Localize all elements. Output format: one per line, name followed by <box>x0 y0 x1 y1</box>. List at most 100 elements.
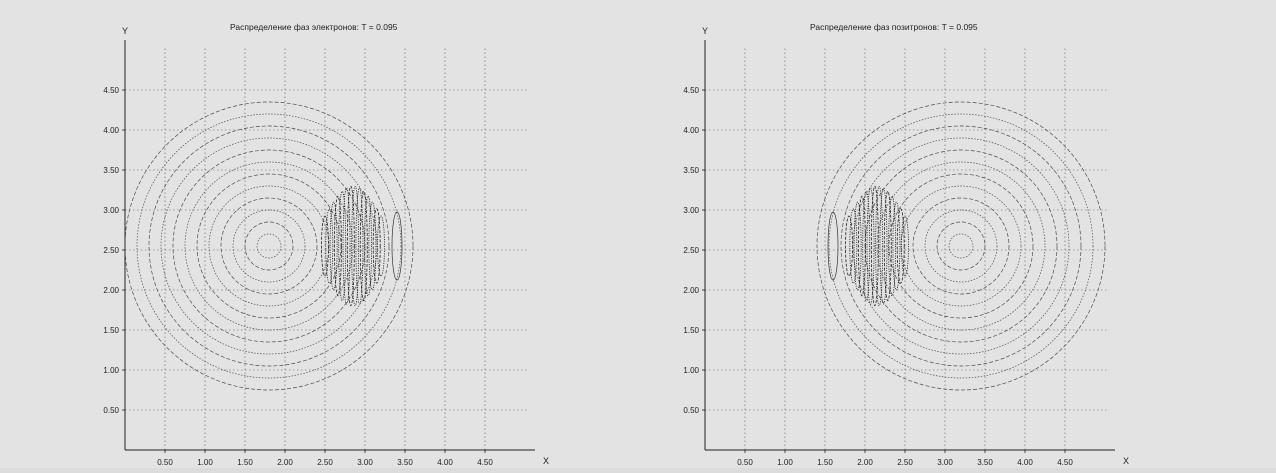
contour-band-line <box>858 195 866 297</box>
x-tick-label: 3.00 <box>357 458 373 467</box>
contour-band-line <box>334 195 342 297</box>
contour-ring <box>936 221 986 271</box>
contour-band-line <box>342 187 351 305</box>
contour-band-line <box>862 190 871 302</box>
contour-band-line <box>845 215 853 277</box>
contour-band-line <box>875 185 884 307</box>
x-tick-label: 4.50 <box>477 458 493 467</box>
x-tick-label: 4.00 <box>437 458 453 467</box>
x-tick-label: 4.50 <box>1057 458 1073 467</box>
y-tick-label: 4.00 <box>683 126 699 135</box>
contour-band-line <box>368 201 377 291</box>
y-tick-label: 3.50 <box>683 166 699 175</box>
x-axis-label: X <box>543 456 549 466</box>
contour-side-lobe <box>827 211 839 281</box>
x-tick-label: 2.00 <box>857 458 873 467</box>
y-tick-label: 3.50 <box>103 166 119 175</box>
contour-band-line <box>329 201 338 291</box>
contour-band-line <box>321 215 329 277</box>
contour-ring <box>912 197 1010 295</box>
contour-ring <box>172 149 366 343</box>
contour-ring <box>948 233 974 259</box>
contour-band-line <box>888 195 896 297</box>
y-tick-label: 2.50 <box>683 246 699 255</box>
contour-ring <box>864 149 1058 343</box>
x-tick-label: 1.00 <box>197 458 213 467</box>
contour-band-line <box>338 190 347 302</box>
y-tick-label: 1.50 <box>683 326 699 335</box>
contour-ring <box>244 221 294 271</box>
contour-band-line <box>355 187 364 305</box>
contour-ring <box>136 113 402 379</box>
contour-band-line <box>351 185 360 307</box>
x-tick-label: 2.50 <box>897 458 913 467</box>
x-axis-label: X <box>1123 456 1129 466</box>
x-tick-label: 1.50 <box>237 458 253 467</box>
y-tick-label: 3.00 <box>103 206 119 215</box>
x-tick-label: 0.50 <box>737 458 753 467</box>
chart-title: Распределение фаз позитронов: T = 0.095 <box>810 22 978 32</box>
y-tick-label: 1.00 <box>103 366 119 375</box>
contour-ring <box>256 233 282 259</box>
y-tick-label: 0.50 <box>103 406 119 415</box>
y-axis-label: Y <box>122 26 128 36</box>
contour-group <box>124 101 414 391</box>
contour-ring <box>208 185 330 307</box>
contour-ring <box>924 209 998 283</box>
chart-title: Распределение фаз электронов: T = 0.095 <box>230 22 398 32</box>
contour-band-line <box>870 185 879 307</box>
contour-band-line <box>901 215 909 277</box>
chart-electrons: Распределение фаз электронов: T = 0.095 X… <box>103 22 549 467</box>
x-tick-label: 3.50 <box>977 458 993 467</box>
contour-band-line <box>849 208 858 284</box>
contour-ring <box>840 125 1082 367</box>
contour-band-line <box>883 190 892 302</box>
contour-ring <box>124 101 414 391</box>
contour-band-line <box>359 190 368 302</box>
contour-ring <box>852 137 1070 355</box>
x-tick-label: 1.50 <box>817 458 833 467</box>
contour-group <box>816 101 1106 391</box>
contour-band-line <box>377 215 385 277</box>
x-tick-label: 4.00 <box>1017 458 1033 467</box>
chart-positrons: Распределение фаз позитронов: T = 0.095 X… <box>683 22 1129 467</box>
chart-panel-electrons: Распределение фаз электронов: T = 0.095 X… <box>90 0 610 468</box>
x-tick-label: 0.50 <box>157 458 173 467</box>
contour-ring <box>160 137 378 355</box>
contour-band-line <box>346 185 355 307</box>
y-tick-label: 0.50 <box>683 406 699 415</box>
contour-band-line <box>896 208 905 284</box>
contour-ring <box>220 197 318 295</box>
contour-ring <box>900 185 1022 307</box>
contour-band-line <box>364 195 372 297</box>
contour-band-line <box>853 201 862 291</box>
x-tick-label: 2.50 <box>317 458 333 467</box>
contour-band-line <box>866 187 875 305</box>
y-axis-label: Y <box>702 26 708 36</box>
x-tick-label: 3.00 <box>937 458 953 467</box>
y-tick-label: 3.00 <box>683 206 699 215</box>
y-tick-label: 1.50 <box>103 326 119 335</box>
contour-ring <box>232 209 306 283</box>
contour-ring <box>184 161 354 331</box>
x-tick-label: 1.00 <box>777 458 793 467</box>
contour-band-line <box>372 208 381 284</box>
contour-ring <box>196 173 342 319</box>
y-tick-label: 4.00 <box>103 126 119 135</box>
contour-band-line <box>879 187 888 305</box>
contour-side-lobe <box>391 211 403 281</box>
contour-ring <box>148 125 390 367</box>
y-tick-label: 2.50 <box>103 246 119 255</box>
contour-ring <box>888 173 1034 319</box>
y-tick-label: 4.50 <box>103 86 119 95</box>
x-tick-label: 2.00 <box>277 458 293 467</box>
contour-ring <box>816 101 1106 391</box>
y-tick-label: 2.00 <box>683 286 699 295</box>
y-tick-label: 2.00 <box>103 286 119 295</box>
contour-ring <box>876 161 1046 331</box>
y-tick-label: 4.50 <box>683 86 699 95</box>
x-tick-label: 3.50 <box>397 458 413 467</box>
contour-band-line <box>325 208 334 284</box>
